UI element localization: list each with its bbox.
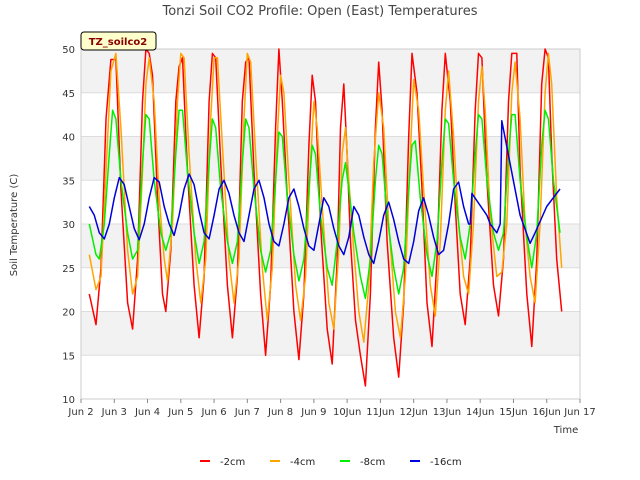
y-tick-label: 20 [62,308,75,319]
legend-label: -8cm [360,457,385,468]
background-band [81,49,580,93]
x-axis-ticks: Jun 2 Jun 3 Jun 4 Jun 5 Jun 6 Jun 7 Jun 8 Jun 9… [67,399,596,418]
x-tick-label: Jun 8 [267,407,293,418]
x-tick-label: 14Jun [466,407,494,418]
x-tick-label: 16Jun [533,407,561,418]
site-badge: TZ_soilco2 [80,31,157,51]
x-tick-label: 15Jun [499,407,527,418]
y-tick-label: 30 [62,220,75,231]
series-line-minus-8cm [88,109,561,300]
legend-label: -16cm [430,457,462,468]
y-axis-label: Soil Temperature (C) [9,174,20,277]
legend-item: -4cm [270,457,315,468]
y-tick-label: 25 [62,264,75,275]
site-badge-label: TZ_soilco2 [89,37,148,48]
y-axis-ticks: 10 15 20 25 30 35 40 45 50 [62,45,75,406]
y-tick-label: 45 [62,89,75,100]
plot-frame [80,48,581,400]
chart-title: Tonzi Soil CO2 Profile: Open (East) Temp… [161,4,477,19]
y-tick-label: 15 [62,351,75,362]
x-tick-label: 10Jun [333,407,361,418]
x-tick-label: 12Jun [399,407,427,418]
legend-item: -16cm [410,457,462,468]
legend-label: -4cm [290,457,315,468]
series-layer [88,48,563,387]
y-tick-label: 50 [62,45,75,56]
x-tick-label: 11Jun [366,407,394,418]
legend: -2cm -4cm -8cm -16cm [200,457,462,468]
x-tick-label: Jun 3 [101,407,127,418]
x-tick-label: Jun 17 [563,407,596,418]
y-tick-label: 10 [62,395,75,406]
y-tick-label: 40 [62,133,75,144]
y-tick-label: 35 [62,176,75,187]
series-line-minus-16cm [88,120,561,265]
background-band [81,136,580,181]
legend-label: -2cm [220,457,245,468]
x-tick-label: Jun 2 [67,407,93,418]
x-tick-label: Jun 6 [200,407,226,418]
x-tick-label: 13Jun [433,407,461,418]
legend-item: -2cm [200,457,245,468]
x-tick-label: Jun 4 [134,407,160,418]
legend-item: -8cm [340,457,385,468]
x-tick-label: Jun 5 [167,407,193,418]
x-axis-label: Time [553,425,578,436]
x-tick-label: Jun 9 [300,407,326,418]
x-tick-label: Jun 7 [234,407,260,418]
